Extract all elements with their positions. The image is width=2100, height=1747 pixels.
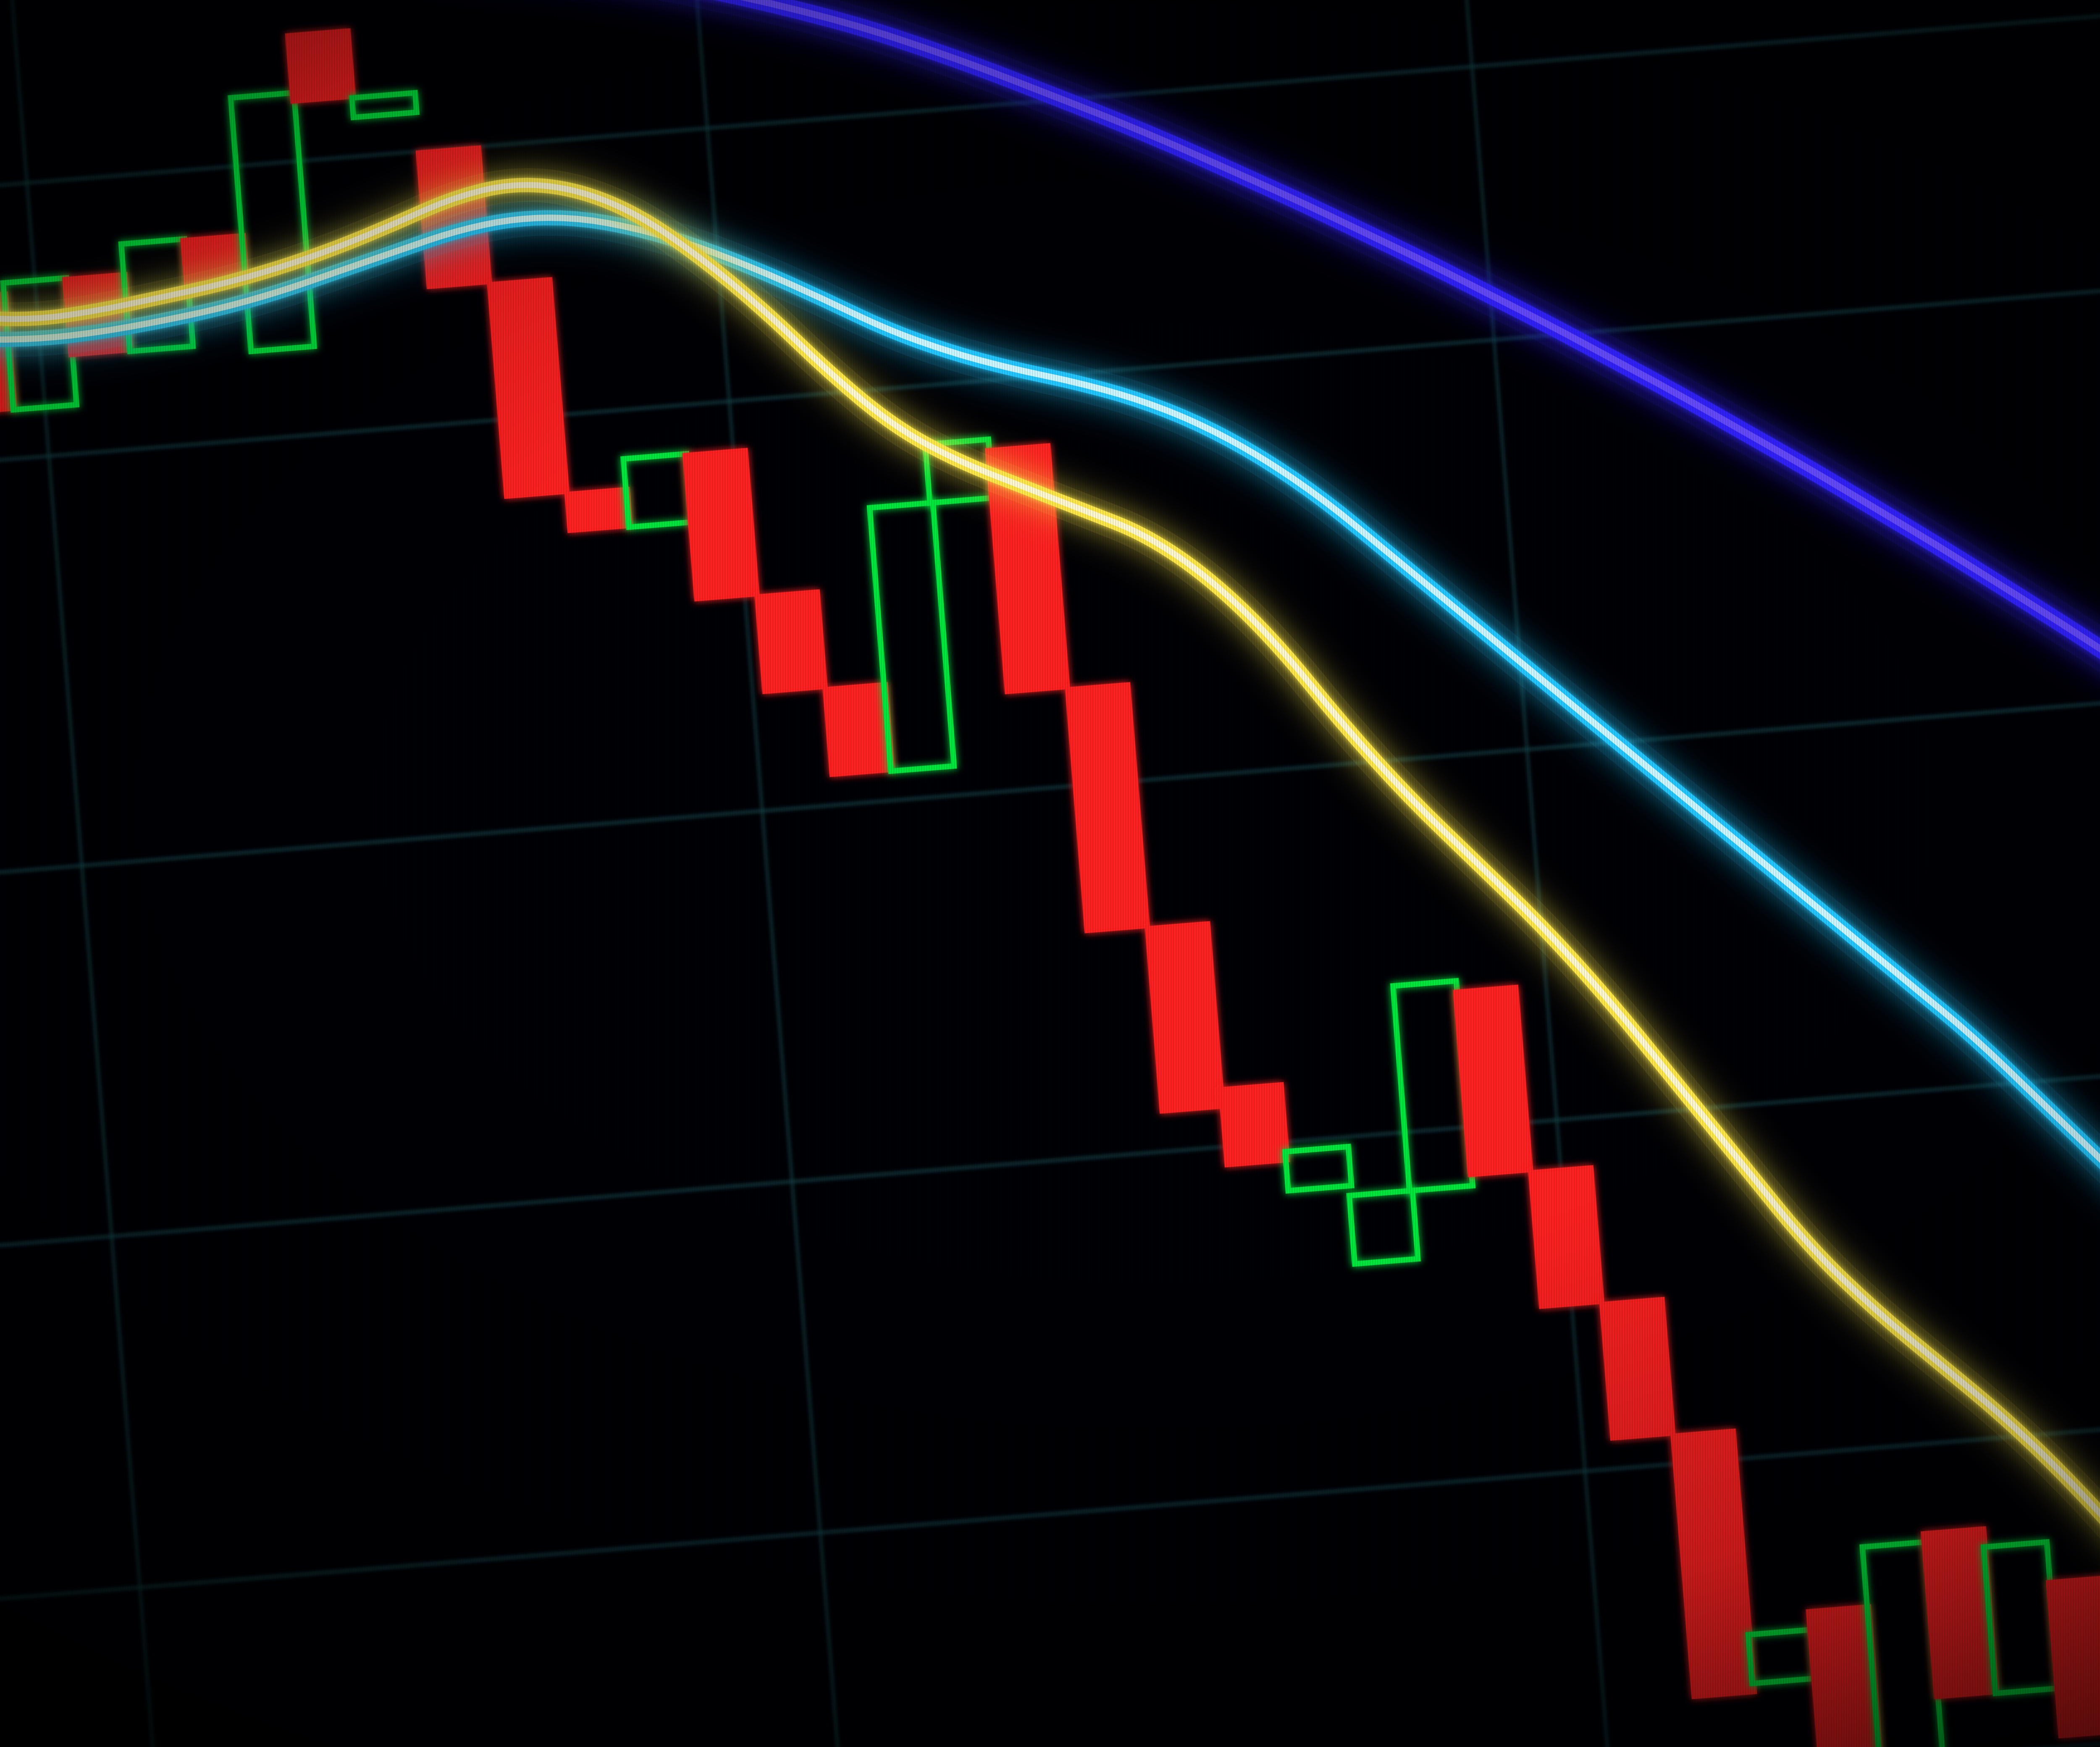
candlestick[interactable] (1666, 1361, 1761, 1747)
candlestick[interactable] (1062, 635, 1154, 991)
ma-mid-line (0, 50, 2100, 1747)
candlestick[interactable] (1524, 1098, 1607, 1357)
candlestick[interactable] (983, 405, 1072, 732)
candlestick[interactable] (1215, 1025, 1294, 1225)
candlestick-chart[interactable] (0, 0, 2100, 1747)
candlestick[interactable] (1451, 947, 1536, 1225)
candlestick[interactable] (2044, 1537, 2100, 1747)
candlestick[interactable] (747, 483, 830, 742)
trading-chart-screenshot: MA fast MA mid MA slow (0, 0, 2100, 1747)
candlestick[interactable] (680, 400, 763, 659)
candlestick[interactable] (1261, 844, 1354, 1220)
candlestick[interactable] (1596, 1249, 1678, 1489)
candlestick[interactable] (229, 73, 316, 371)
monitor-screen-content (0, 0, 2100, 1747)
